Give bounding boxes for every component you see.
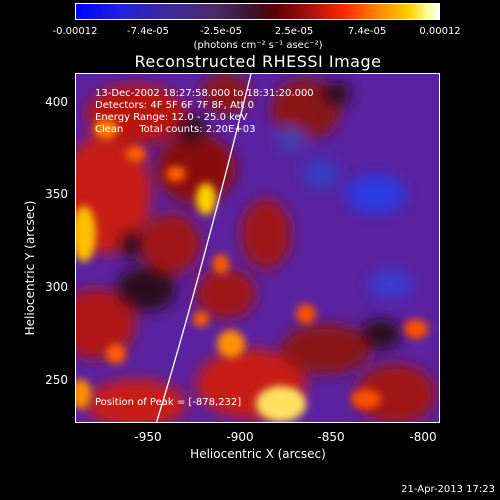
colorbar-tick: -2.5e-05 bbox=[200, 26, 242, 37]
y-axis-label: Heliocentric Y (arcsec) bbox=[23, 200, 37, 336]
x-tick-label: -900 bbox=[226, 430, 254, 444]
solar-limb-line bbox=[155, 74, 252, 422]
y-tick-label: 400 bbox=[45, 95, 68, 109]
colorbar-tick: 2.5e-05 bbox=[274, 26, 314, 37]
colorbar-tick: -0.00012 bbox=[52, 26, 98, 37]
colorbar-tick: 7.4e-05 bbox=[347, 26, 387, 37]
y-tick-label: 300 bbox=[45, 280, 68, 294]
colorbar-tick: 0.00012 bbox=[419, 26, 461, 37]
x-tick-label: -850 bbox=[317, 430, 345, 444]
emission-blobs bbox=[76, 74, 436, 422]
x-tick-label: -950 bbox=[134, 430, 162, 444]
colorbar-units: (photons cm⁻² s⁻¹ asec⁻²) bbox=[193, 40, 323, 51]
heatmap-image bbox=[76, 74, 436, 422]
x-tick-label: -800 bbox=[409, 430, 437, 444]
bright-blobs bbox=[76, 119, 428, 422]
detectors-label: Detectors: 4F 5F 6F 7F 8F, Att 0 bbox=[95, 100, 255, 111]
energy-range-label: Energy Range: 12.0 - 25.0 keV bbox=[95, 112, 248, 123]
clean-counts-label: Clean Total counts: 2.20E+03 bbox=[95, 124, 256, 135]
x-axis-label: Heliocentric X (arcsec) bbox=[190, 447, 326, 461]
colorbar bbox=[75, 3, 440, 20]
time-range-label: 13-Dec-2002 18:27:58.000 to 18:31:20.000 bbox=[95, 88, 314, 99]
chart-title: Reconstructed RHESSI Image bbox=[134, 52, 382, 71]
generation-timestamp: 21-Apr-2013 17:23 bbox=[401, 484, 495, 495]
peak-position-label: Position of Peak = [-878,232] bbox=[95, 397, 242, 408]
y-tick-label: 350 bbox=[45, 187, 68, 201]
colorbar-tick: -7.4e-05 bbox=[127, 26, 169, 37]
plot-area: 13-Dec-2002 18:27:58.000 to 18:31:20.000… bbox=[75, 73, 440, 423]
y-tick-label: 250 bbox=[45, 373, 68, 387]
